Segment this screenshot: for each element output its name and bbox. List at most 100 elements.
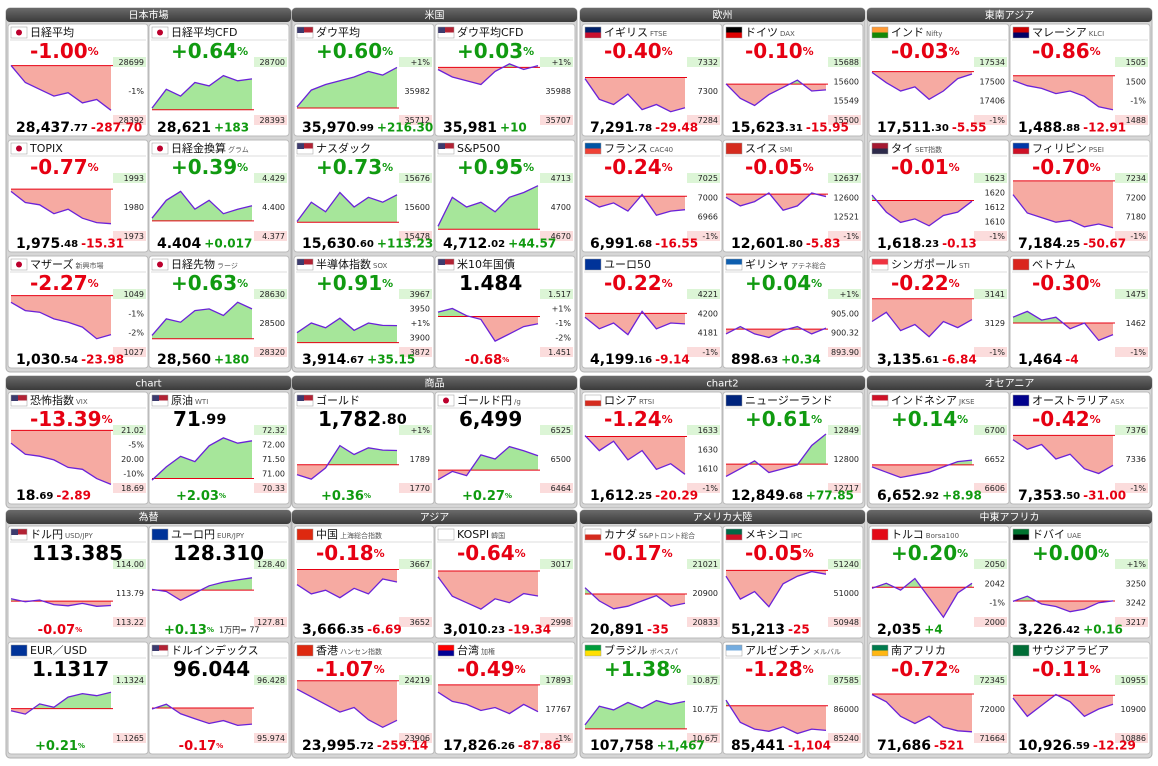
change-value: +183 [214,121,249,135]
area-down [1013,435,1113,474]
tile-subname: ボベスパ [650,648,678,656]
axis-label: -1% [702,348,718,357]
price: 28,621 [157,120,211,136]
axis-label: 3667 [410,560,430,569]
flag [872,395,888,401]
change-percent: -0.05% [745,541,814,565]
flag [438,143,445,149]
axis-label: 35707 [546,116,571,125]
tile-subname: IPC [791,532,802,540]
axis-label: 4.429 [262,174,285,183]
flag [297,27,304,33]
tile-name: アルゼンチン [745,644,811,657]
flag [1013,529,1029,535]
area-down [438,470,538,480]
market-tile: ロシア RTSI 1633 1630 1610 -1% -1.24% 1,612.25 -20.… [581,391,723,505]
market-tile: 半導体指数 SOX 3967 3950 +1% 3900 3872 +0.91% 3,914.6… [293,255,435,369]
axis-label: +1% [411,426,431,435]
flag [585,143,601,149]
axis-label-bg [540,289,573,299]
flag [297,650,313,656]
flag [584,394,602,407]
market-tile: ダウ平均 +1% 35982 35712 +0.60% 35,970.99 +216.30 [293,23,435,137]
area-down [729,705,826,734]
area-up [152,191,252,221]
market-tile: ドバイ UAE +1% 3250 3242 3217 +0.00% 3,226.42 +0.16 [1009,525,1151,639]
axis-label: 12849 [834,426,859,435]
tile-subname: メルバル [813,648,841,656]
flag [1013,32,1029,38]
change-percent: +0.21% [35,739,85,754]
flag [438,529,454,535]
price-line [437,445,539,481]
tile-name: ドル円 [30,528,63,541]
group-title: 東南アジア [985,9,1035,22]
axis-label: 12717 [834,484,859,493]
flag [296,528,314,541]
market-tile: ブラジル ボベスパ 10.8万 10.7万 10.6万 +1.38% 107,758 +1,4… [581,641,723,755]
market-tile: スイス SMI 12637 12600 12521 -1% -0.05% 12,601.80-… [722,139,864,253]
tile-name: メキシコ [745,528,789,541]
axis-label-bg [113,483,146,493]
group-title: chart2 [706,379,738,390]
market-tile: 香港 ハンセン指数 24219 23906 -1.07% 23,995.72 -259.14 [293,641,435,755]
change-value: -25 [788,623,810,637]
flag [296,26,314,39]
flag [11,400,27,406]
flag [585,650,601,656]
flag [871,258,889,271]
flag [872,650,888,656]
flag [585,27,601,33]
flag [296,142,314,155]
axis-label: 1980 [124,203,144,212]
flag [725,142,743,155]
group-title: 欧州 [713,9,733,22]
axis-label-bg [113,57,146,67]
change-percent: -0.64% [457,541,526,565]
flag [297,529,313,535]
tile-subname: グラム [228,145,249,154]
price: 1,464 [1018,352,1063,368]
axis-label: 1500 [1126,77,1146,86]
market-tile: ニュージーランド 12849 12800 12717 +0.61% 12,849.68 +7… [722,391,864,505]
tile-subname: UAE [1067,532,1081,540]
change-value: +77.85 [806,489,854,503]
tile-subname: FTSE [650,30,667,38]
price-line [584,699,686,726]
axis-label: 900.32 [831,329,859,338]
flag [872,32,888,38]
price-line [296,578,398,599]
area-down [585,313,685,335]
price: 3,226.42 [1018,622,1080,638]
axis-label: 3950 [410,305,430,314]
price-line [584,78,686,113]
price-line [1012,595,1114,613]
axis-label-bg [399,347,432,357]
price: 7,353.50 [1018,488,1080,504]
axis-label: 113.22 [116,618,144,627]
area-up [585,587,592,595]
price-line [10,691,112,715]
change-percent: -0.22% [891,271,960,295]
flag [157,261,163,268]
axis-label-bg [254,347,287,357]
axis-label: 4221 [698,290,718,299]
axis-label: 12521 [834,213,859,222]
group-title: アメリカ大陸 [693,511,753,524]
change-percent: +0.95% [457,155,534,179]
price: 2,035 [877,622,921,638]
axis-label: 4670 [551,232,571,241]
tile-name: サウジアラビア [1032,644,1109,657]
axis-label: 4200 [698,309,718,318]
axis-label: 28320 [260,348,285,357]
price: 3,914.67 [302,352,364,368]
axis-label: 4.400 [262,203,285,212]
tile-name: ブラジル [604,643,648,657]
area-down [726,570,826,607]
tile-name: 日経金換算 [171,141,226,155]
flag [10,26,28,39]
flag [726,32,742,38]
flag [11,645,27,651]
tile-subname: STI [959,262,970,270]
axis-label: 893.90 [831,348,859,357]
